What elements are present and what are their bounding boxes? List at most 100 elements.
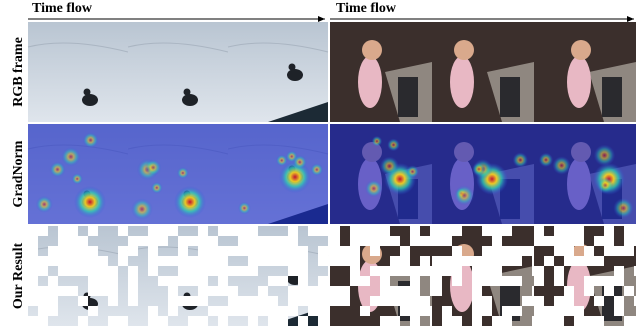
masked-patch — [88, 306, 98, 316]
masked-patch — [452, 246, 462, 256]
masked-patch — [218, 266, 228, 276]
masked-patch — [492, 246, 502, 256]
masked-patch — [554, 276, 564, 286]
heat-blob — [293, 155, 307, 169]
heat-blob — [74, 186, 106, 218]
masked-patch — [502, 276, 512, 286]
masked-patch — [118, 256, 128, 266]
masked-patch — [502, 306, 512, 316]
masked-patch — [68, 286, 78, 296]
masked-patch — [624, 226, 634, 236]
masked-patch — [218, 276, 228, 286]
heat-blob — [539, 153, 553, 167]
person — [287, 69, 303, 81]
masked-patch — [554, 266, 564, 276]
masked-patch — [564, 246, 574, 256]
masked-patch — [410, 306, 420, 316]
masked-patch — [420, 306, 430, 316]
frame — [228, 226, 328, 326]
masked-patch — [198, 256, 208, 266]
masked-patch — [564, 296, 574, 306]
masked-patch — [218, 256, 228, 266]
masked-patch — [564, 306, 574, 316]
masked-patch — [472, 286, 482, 296]
masked-patch — [604, 226, 614, 236]
masked-patch — [38, 256, 48, 266]
frame — [128, 226, 228, 326]
masked-patch — [594, 276, 604, 286]
masked-patch — [432, 256, 442, 266]
masked-patch — [248, 256, 258, 266]
masked-patch — [370, 226, 380, 236]
masked-patch — [604, 276, 614, 286]
masked-patch — [78, 296, 88, 306]
person-head — [289, 64, 296, 71]
masked-patch — [258, 256, 268, 266]
masked-patch — [28, 256, 38, 266]
masked-patch — [584, 276, 594, 286]
masked-patch — [430, 276, 432, 286]
masked-patch — [128, 286, 138, 296]
masked-patch — [452, 316, 462, 326]
masked-patch — [158, 236, 168, 246]
masked-patch — [318, 276, 328, 286]
masked-patch — [168, 256, 178, 266]
masked-patch — [248, 236, 258, 246]
masked-patch — [442, 306, 452, 316]
masked-patch — [330, 286, 340, 296]
masked-patch — [148, 266, 158, 276]
masked-patch — [594, 256, 604, 266]
masked-patch — [318, 246, 328, 256]
heat-blob — [61, 147, 80, 166]
masked-patch — [108, 286, 118, 296]
masked-patch — [48, 296, 58, 306]
masked-patch — [208, 286, 218, 296]
masked-patch — [168, 296, 178, 306]
masked-patch — [68, 256, 78, 266]
masked-patch — [318, 316, 328, 326]
masked-patch — [430, 316, 432, 326]
masked-patch — [532, 266, 534, 276]
masked-patch — [238, 236, 248, 246]
masked-patch — [370, 296, 380, 306]
masked-patch — [248, 296, 258, 306]
masked-patch — [330, 256, 340, 266]
heat-blob — [36, 196, 53, 213]
person-head — [84, 89, 91, 96]
masked-patch — [330, 236, 340, 246]
masked-patch — [158, 316, 168, 326]
masked-patch — [634, 296, 636, 306]
masked-patch — [390, 286, 400, 296]
masked-patch — [178, 266, 188, 276]
masked-patch — [128, 276, 138, 286]
masked-patch — [390, 266, 400, 276]
masked-patch — [492, 256, 502, 266]
frame — [28, 22, 128, 122]
masked-patch — [410, 276, 420, 286]
masked-patch — [288, 226, 298, 236]
masked-patch — [574, 256, 584, 266]
masked-patch — [258, 236, 268, 246]
heat-blob — [83, 132, 99, 148]
masked-patch — [390, 236, 400, 246]
masked-patch — [544, 256, 554, 266]
masked-patch — [502, 316, 512, 326]
masked-patch — [380, 286, 390, 296]
masked-patch — [584, 246, 594, 256]
masked-patch — [502, 256, 512, 266]
masked-patch — [28, 296, 38, 306]
masked-patch — [58, 266, 68, 276]
masked-patch — [218, 246, 228, 256]
masked-patch — [288, 266, 298, 276]
masked-patch — [48, 246, 58, 256]
masked-patch — [350, 226, 360, 236]
masked-patch — [118, 246, 128, 256]
heat-blob — [177, 167, 189, 179]
masked-patch — [420, 296, 430, 306]
masked-patch — [604, 236, 614, 246]
masked-patch — [298, 286, 308, 296]
masked-patch — [88, 286, 98, 296]
masked-patch — [634, 236, 636, 246]
masked-patch — [68, 236, 78, 246]
masked-patch — [28, 276, 38, 286]
